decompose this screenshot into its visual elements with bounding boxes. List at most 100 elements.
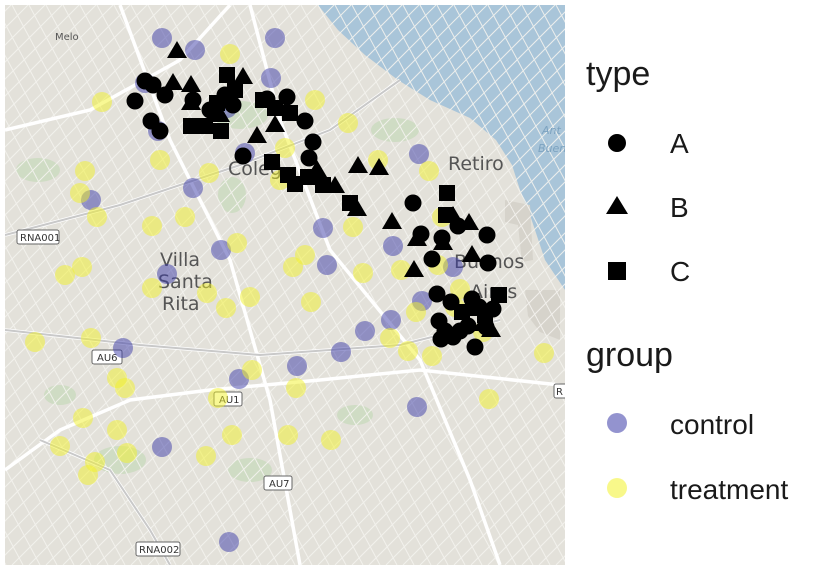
point-treatment-54 (534, 343, 554, 363)
point-type-a-15 (151, 122, 169, 140)
road-shield-rna001: RNA001 (16, 229, 60, 245)
point-control-11 (211, 240, 231, 260)
point-type-a-10 (296, 112, 314, 130)
group-points-layer (25, 28, 554, 552)
point-type-a-13 (234, 147, 252, 165)
point-type-b-2 (181, 75, 201, 92)
point-treatment-1 (92, 92, 112, 112)
point-treatment-36 (25, 332, 45, 352)
point-treatment-11 (70, 183, 90, 203)
point-type-b-1 (163, 73, 183, 90)
point-control-8 (183, 178, 203, 198)
legend-type-c-label: C (670, 256, 690, 287)
point-type-c-13 (315, 177, 331, 193)
point-type-b-5 (233, 67, 253, 84)
point-treatment-24 (197, 283, 217, 303)
point-type-a-35 (432, 330, 450, 348)
legend-key-control (607, 413, 627, 433)
point-type-c-1 (227, 82, 243, 98)
point-control-2 (265, 28, 285, 48)
point-treatment-34 (422, 346, 442, 366)
point-treatment-7 (199, 163, 219, 183)
point-type-b-10 (369, 158, 389, 175)
basemap: Villa Santa Rita Retiro Buenos Aires Col… (5, 5, 566, 565)
point-type-b-15 (433, 233, 453, 250)
point-type-b-6 (247, 126, 267, 143)
point-treatment-32 (380, 328, 400, 348)
point-treatment-47 (78, 465, 98, 485)
point-treatment-51 (278, 425, 298, 445)
point-type-c-8 (282, 105, 298, 121)
point-type-a-23 (428, 285, 446, 303)
point-control-12 (157, 264, 177, 284)
point-type-b-9 (348, 156, 368, 173)
point-type-c-2 (209, 95, 225, 111)
point-type-b-18 (462, 245, 482, 262)
point-type-a-11 (304, 133, 322, 151)
point-treatment-30 (406, 302, 426, 322)
point-treatment-3 (338, 113, 358, 133)
point-control-0 (152, 28, 172, 48)
legend: type A B C group control treatment (586, 55, 788, 505)
svg-text:R: R (556, 387, 563, 398)
point-type-c-15 (439, 185, 455, 201)
point-type-a-32 (459, 317, 477, 335)
point-treatment-49 (117, 443, 137, 463)
point-treatment-38 (242, 360, 262, 380)
legend-key-square (608, 262, 626, 280)
point-type-a-7 (224, 96, 242, 114)
point-type-a-33 (466, 338, 484, 356)
point-type-c-16 (438, 207, 454, 223)
legend-group-title: group (586, 336, 673, 374)
legend-key-treatment (607, 478, 627, 498)
point-type-c-11 (287, 176, 303, 192)
point-treatment-41 (286, 378, 306, 398)
point-type-c-4 (197, 118, 213, 134)
point-type-a-3 (156, 86, 174, 104)
svg-text:RNA001: RNA001 (20, 233, 60, 244)
point-treatment-48 (107, 420, 127, 440)
point-treatment-42 (208, 388, 228, 408)
point-treatment-21 (55, 265, 75, 285)
type-points-layer (126, 41, 507, 356)
point-control-26 (355, 321, 375, 341)
label-melo: Melo (55, 32, 79, 43)
point-type-a-12 (300, 149, 318, 167)
point-control-14 (409, 144, 429, 164)
point-treatment-23 (142, 278, 162, 298)
point-type-a-1 (144, 76, 162, 94)
legend-key-triangle (606, 196, 628, 214)
point-type-c-19 (454, 304, 470, 320)
point-treatment-20 (283, 257, 303, 277)
water-label-1: Ant (541, 124, 561, 137)
point-treatment-43 (479, 389, 499, 409)
svg-text:RNA002: RNA002 (139, 545, 179, 556)
svg-text:AU7: AU7 (269, 479, 290, 490)
point-treatment-16 (343, 217, 363, 237)
point-control-13 (317, 255, 337, 275)
point-treatment-50 (222, 425, 242, 445)
point-type-b-17 (459, 213, 479, 230)
point-type-c-5 (213, 123, 229, 139)
label-villa-santa-rita-3: Rita (162, 293, 200, 315)
point-control-25 (443, 257, 463, 277)
water-label-2: Buen (538, 142, 566, 155)
legend-key-circle (608, 134, 626, 152)
point-type-b-19 (404, 260, 424, 277)
svg-text:AU6: AU6 (97, 353, 118, 364)
point-type-b-4 (210, 105, 230, 122)
point-treatment-9 (419, 161, 439, 181)
point-treatment-14 (175, 207, 195, 227)
point-type-a-18 (423, 250, 441, 268)
point-treatment-4 (275, 138, 295, 158)
point-type-c-14 (342, 195, 358, 211)
point-type-c-0 (219, 67, 235, 83)
road-shield-au7: AU7 (263, 475, 293, 491)
point-type-b-7 (265, 115, 285, 132)
point-control-23 (152, 437, 172, 457)
point-treatment-26 (240, 287, 260, 307)
point-treatment-45 (50, 436, 70, 456)
point-treatment-33 (398, 341, 418, 361)
point-treatment-55 (450, 279, 470, 299)
